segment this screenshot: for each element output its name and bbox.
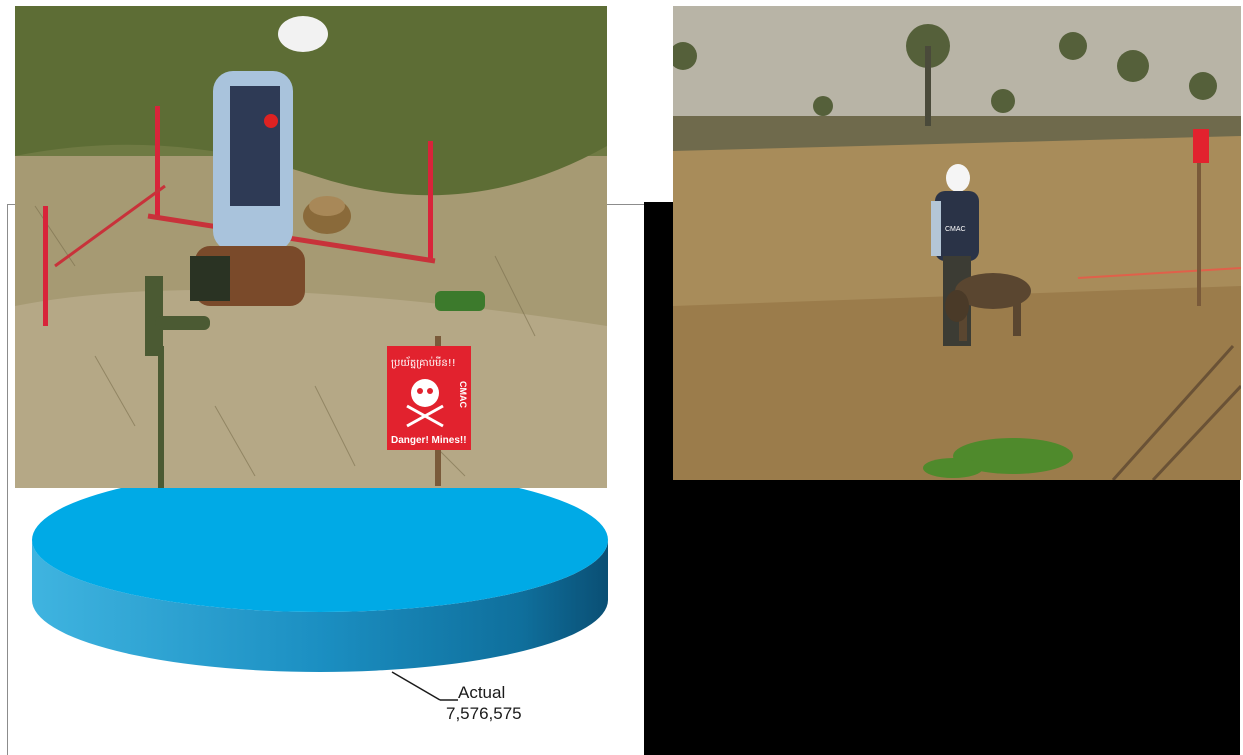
pie-slices (32, 468, 608, 672)
chart-frame-line (7, 204, 8, 755)
pie-slice (32, 468, 608, 672)
pie-slice-side (32, 540, 608, 672)
sign-danger-text: Danger! Mines!! (391, 435, 467, 446)
label-leader-line (391, 671, 441, 701)
pie-data-label: Actual 7,576,575 (446, 682, 586, 724)
chart-frame-line (606, 204, 646, 205)
slice-value: 7,576,575 (446, 704, 522, 723)
chart-frame-line (7, 204, 19, 205)
slice-label: Actual (458, 683, 506, 702)
photo-deminer: ប្រយ័ត្នគ្រាប់មីន!! Danger! Mines!! CMAC (15, 6, 607, 488)
vest-org-text: CMAC (945, 226, 966, 233)
marker-sign (1193, 129, 1209, 163)
photo-detection-dog: CMAC (673, 6, 1241, 480)
sign-khmer-text: ប្រយ័ត្នគ្រាប់មីន!! (391, 356, 456, 369)
pie-slice-top (32, 468, 608, 612)
sign-org-text: CMAC (458, 381, 468, 408)
